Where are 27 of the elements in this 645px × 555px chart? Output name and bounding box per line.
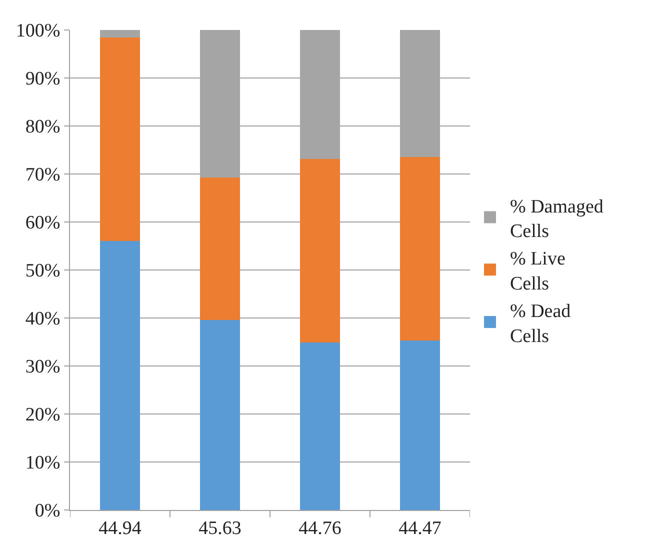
legend-label: % Damaged Cells (510, 196, 604, 242)
y-tick-label: 50% (25, 260, 60, 282)
y-tick-label: 100% (16, 20, 60, 42)
y-tick-label: 80% (25, 116, 60, 138)
bar (400, 340, 440, 510)
bar (400, 157, 440, 341)
bar (300, 159, 340, 342)
x-tick-label: 44.94 (98, 518, 142, 539)
y-tick-label: 10% (25, 452, 60, 474)
y-tick-label: 30% (25, 356, 60, 378)
y-tick-label: 0% (34, 500, 60, 522)
bar (200, 320, 240, 510)
y-tick-label: 20% (25, 404, 60, 426)
y-tick-label: 70% (25, 164, 60, 186)
x-tick-label: 44.47 (398, 518, 442, 539)
legend-label: % Dead Cells (510, 301, 572, 347)
bar (300, 342, 340, 510)
bar (200, 177, 240, 320)
x-tick-label: 44.76 (298, 518, 342, 539)
y-tick-label: 40% (25, 308, 60, 330)
legend-label: % Live Cells (510, 248, 566, 294)
bar (100, 38, 140, 242)
x-tick-label: 45.63 (198, 518, 242, 539)
bar (100, 30, 140, 38)
y-tick-label: 60% (25, 212, 60, 234)
y-tick-label: 90% (25, 68, 60, 90)
bar (100, 241, 140, 510)
